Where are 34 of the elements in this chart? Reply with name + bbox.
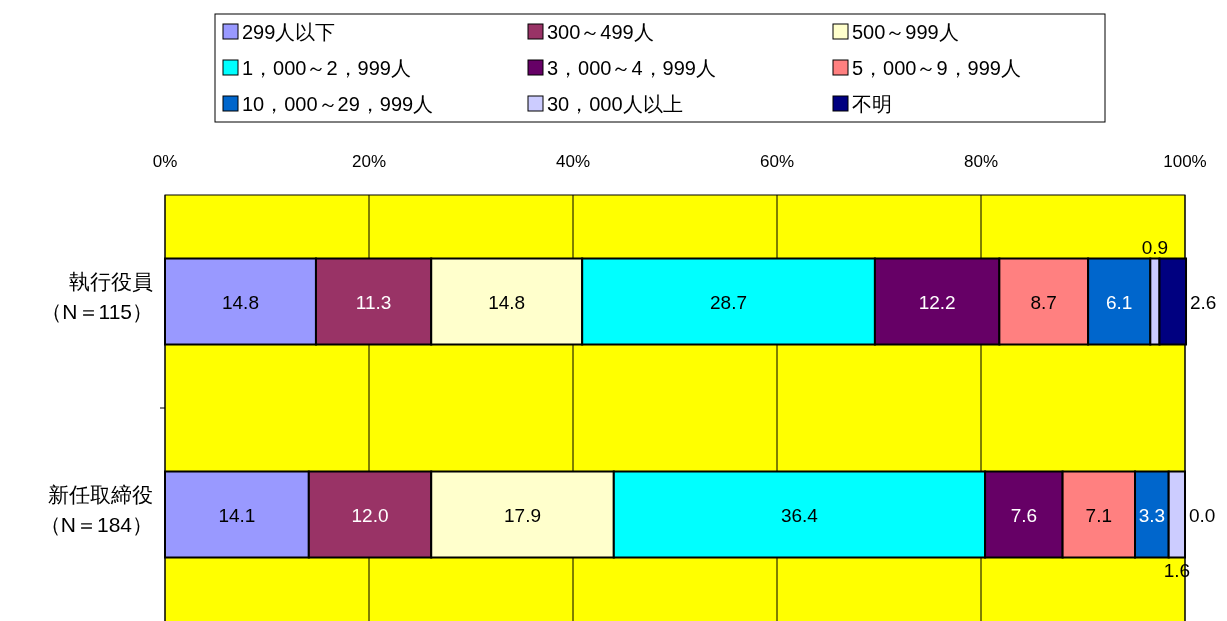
legend-label: 500～999人 (852, 21, 959, 43)
data-label: 8.7 (1030, 291, 1057, 313)
data-label: 17.9 (504, 504, 541, 526)
data-label: 2.6 (1190, 291, 1217, 313)
y-tick-label: 新任取締役（N＝184） (39, 482, 153, 536)
data-label: 28.7 (710, 291, 748, 313)
data-label: 7.1 (1085, 504, 1113, 526)
x-tick-label: 0% (152, 152, 178, 171)
y-tick-label: 執行役員（N＝115） (41, 269, 153, 323)
data-label: 11.3 (355, 291, 392, 313)
data-label: 36.4 (780, 504, 819, 526)
data-label: 3.3 (1138, 504, 1166, 526)
legend-label: 30，000人以上 (547, 93, 683, 115)
data-label: 0.0 (1189, 504, 1216, 526)
legend-label: 1，000～2，999人 (242, 57, 411, 79)
legend-label: 不明 (852, 93, 892, 115)
data-label: 14.8 (488, 291, 526, 313)
x-tick-label: 100% (1163, 152, 1207, 171)
x-tick-label: 60% (759, 152, 795, 171)
data-label: 0.9 (1141, 236, 1169, 258)
data-label: 12.0 (351, 504, 389, 526)
legend-label: 299人以下 (242, 21, 336, 43)
data-label: 12.2 (918, 291, 956, 313)
legend-label: 300～499人 (547, 21, 654, 43)
data-label: 14.8 (221, 291, 259, 313)
legend-label: 10，000～29，999人 (242, 93, 434, 115)
data-label: 14.1 (218, 504, 256, 526)
x-tick-label: 20% (351, 152, 387, 171)
legend-label: 5，000～9，999人 (852, 57, 1021, 79)
x-tick-label: 80% (963, 152, 999, 171)
data-label: 7.6 (1010, 504, 1038, 526)
data-label: 6.1 (1106, 291, 1133, 313)
x-tick-label: 40% (555, 152, 591, 171)
legend-label: 3，000～4，999人 (547, 57, 716, 79)
